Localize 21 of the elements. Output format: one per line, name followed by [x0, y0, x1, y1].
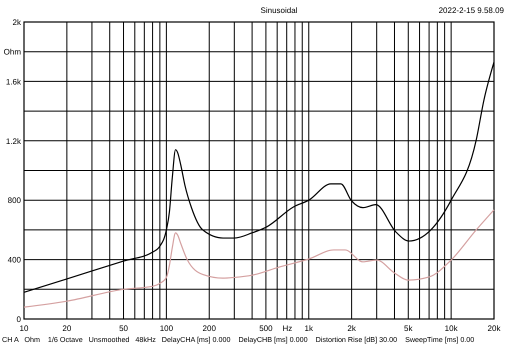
x-tick-label: 10k [444, 324, 459, 333]
x-axis-title: Hz [282, 324, 292, 333]
x-tick-label: 10 [20, 324, 29, 333]
x-tick-label: 100 [160, 324, 174, 333]
x-tick-label: 2k [347, 324, 357, 333]
y-tick-label: 1.6k [6, 77, 22, 86]
x-tick-label: 20k [488, 324, 502, 333]
y-tick-label: 800 [8, 196, 22, 206]
text: 2022-2-15 9.58.09 [438, 6, 505, 15]
y-tick-label: 400 [8, 256, 22, 265]
chart-title: Sinusoidal [260, 6, 298, 15]
x-tick-label: 50 [119, 324, 129, 333]
x-tick-label: 1k [304, 324, 314, 333]
y-tick-label: 1.2k [6, 136, 22, 146]
x-tick-label: 5k [404, 324, 414, 333]
x-tick-label: 20 [62, 324, 72, 333]
y-tick-label: 2k [12, 18, 22, 27]
x-tick-label: 200 [202, 324, 216, 333]
y-axis-title: Ohm [4, 48, 22, 57]
x-tick-label: 500 [259, 324, 274, 333]
y-tick-label: 0 [16, 315, 22, 324]
